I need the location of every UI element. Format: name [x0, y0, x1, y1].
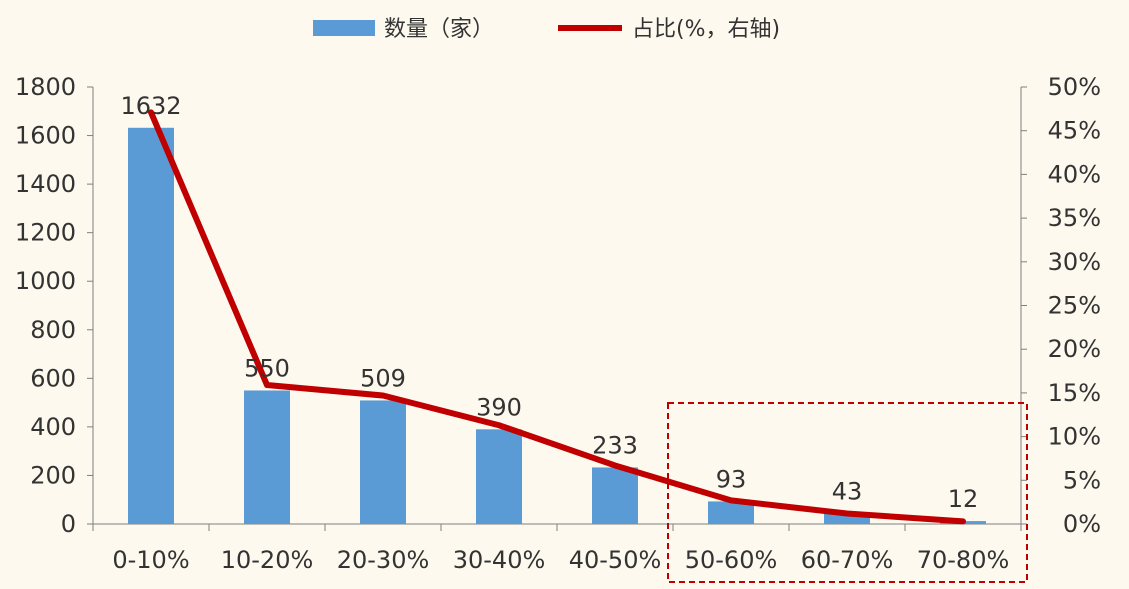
left-tick-label: 1200	[15, 219, 76, 247]
x-tick-label: 70-80%	[917, 546, 1010, 574]
legend-line-label: 占比(%，右轴)	[632, 17, 780, 42]
bar-data-label: 12	[948, 485, 979, 513]
right-tick-label: 20%	[1048, 335, 1101, 363]
right-tick-label: 50%	[1048, 73, 1101, 101]
legend: 数量（家） 占比(%，右轴)	[313, 17, 780, 42]
x-tick-label: 10-20%	[221, 546, 314, 574]
bar-data-label: 390	[476, 393, 522, 421]
left-tick-label: 1800	[15, 73, 76, 101]
right-tick-label: 15%	[1048, 379, 1101, 407]
x-tick-label: 20-30%	[337, 546, 430, 574]
x-tick-label: 50-60%	[685, 546, 778, 574]
x-tick-label: 60-70%	[801, 546, 894, 574]
bar	[360, 400, 406, 524]
right-tick-label: 0%	[1063, 510, 1101, 538]
bar	[244, 390, 290, 524]
left-tick-label: 1600	[15, 122, 76, 150]
bar-data-label: 550	[244, 354, 290, 382]
bar	[824, 513, 870, 524]
right-tick-label: 10%	[1048, 423, 1101, 451]
bar-data-label: 1632	[120, 92, 181, 120]
x-tick-label: 0-10%	[112, 546, 189, 574]
legend-bar-label: 数量（家）	[384, 17, 494, 42]
bar-data-label: 43	[832, 478, 863, 506]
bar	[592, 467, 638, 524]
legend-bar-swatch	[313, 20, 375, 36]
data-labels: 1632 550 509 390 233 93 43 12	[120, 92, 978, 513]
left-tick-label: 1400	[15, 170, 76, 198]
right-tick-label: 35%	[1048, 204, 1101, 232]
right-tick-label: 30%	[1048, 248, 1101, 276]
left-tick-label: 0	[61, 510, 76, 538]
left-tick-label: 600	[30, 364, 76, 392]
line-layer	[148, 109, 966, 525]
left-tick-label: 1000	[15, 267, 76, 295]
bar	[128, 127, 174, 524]
left-tick-label: 400	[30, 413, 76, 441]
bar-data-label: 93	[716, 465, 747, 493]
bars	[128, 127, 986, 524]
right-tick-label: 5%	[1063, 466, 1101, 494]
left-tick-label: 200	[30, 461, 76, 489]
bar	[476, 429, 522, 524]
bar-data-label: 509	[360, 364, 406, 392]
axes: 0 200 400 600 800 1000 1200 1400 1600 1800 0% 5% 10%…	[15, 73, 1101, 574]
x-tick-label: 40-50%	[569, 546, 662, 574]
bar-data-label: 233	[592, 431, 638, 459]
left-tick-label: 800	[30, 316, 76, 344]
percent-line	[148, 109, 966, 525]
right-tick-label: 40%	[1048, 160, 1101, 188]
bar	[708, 501, 754, 524]
x-tick-label: 30-40%	[453, 546, 546, 574]
right-tick-label: 25%	[1048, 292, 1101, 320]
right-tick-label: 45%	[1048, 117, 1101, 145]
